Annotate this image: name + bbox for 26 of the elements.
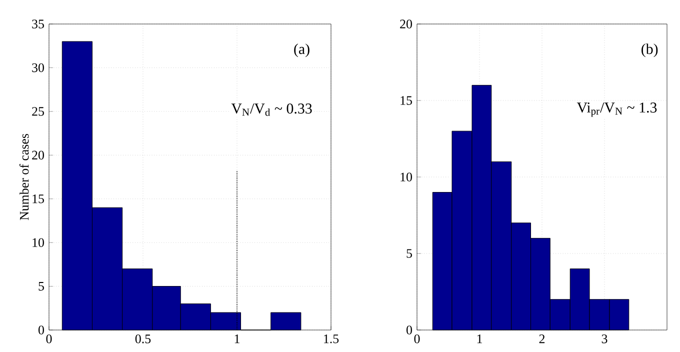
- y-tick-label: 20: [400, 20, 412, 28]
- x-tick-label: 1: [234, 334, 240, 344]
- y-tick-label: 15: [32, 194, 44, 204]
- y-tick-label: 15: [400, 96, 412, 105]
- annotation: (a): [294, 44, 310, 58]
- annotation: Vi$_{pr}$/V$_{N}$ ~ 1.3: [576, 102, 657, 117]
- y-tick-label: 25: [32, 107, 44, 116]
- x-tick-label: 0: [414, 334, 420, 344]
- annotation: (b): [642, 44, 658, 58]
- y-tick-label: 20: [32, 150, 44, 160]
- y-tick-label: 0: [38, 326, 44, 334]
- x-tick-label: 1.5: [324, 334, 339, 344]
- y-axis-title: Number of cases: [19, 134, 29, 220]
- x-tick-label: 3: [602, 334, 608, 344]
- y-tick-label: 0: [406, 326, 412, 334]
- y-tick-label: 10: [400, 172, 412, 182]
- x-tick-label: 1: [477, 334, 482, 344]
- y-tick-label: 5: [406, 249, 412, 258]
- x-tick-label: 0.5: [135, 334, 151, 344]
- y-tick-label: 30: [32, 63, 44, 72]
- y-tick-label: 35: [32, 20, 44, 28]
- y-tick-label: 10: [32, 238, 44, 247]
- x-tick-label: 0: [46, 334, 52, 344]
- x-tick-label: 2: [539, 334, 545, 344]
- y-tick-label: 5: [38, 282, 44, 291]
- annotation: V$_{N}$/V$_{d}$ ~ 0.33: [231, 104, 312, 116]
